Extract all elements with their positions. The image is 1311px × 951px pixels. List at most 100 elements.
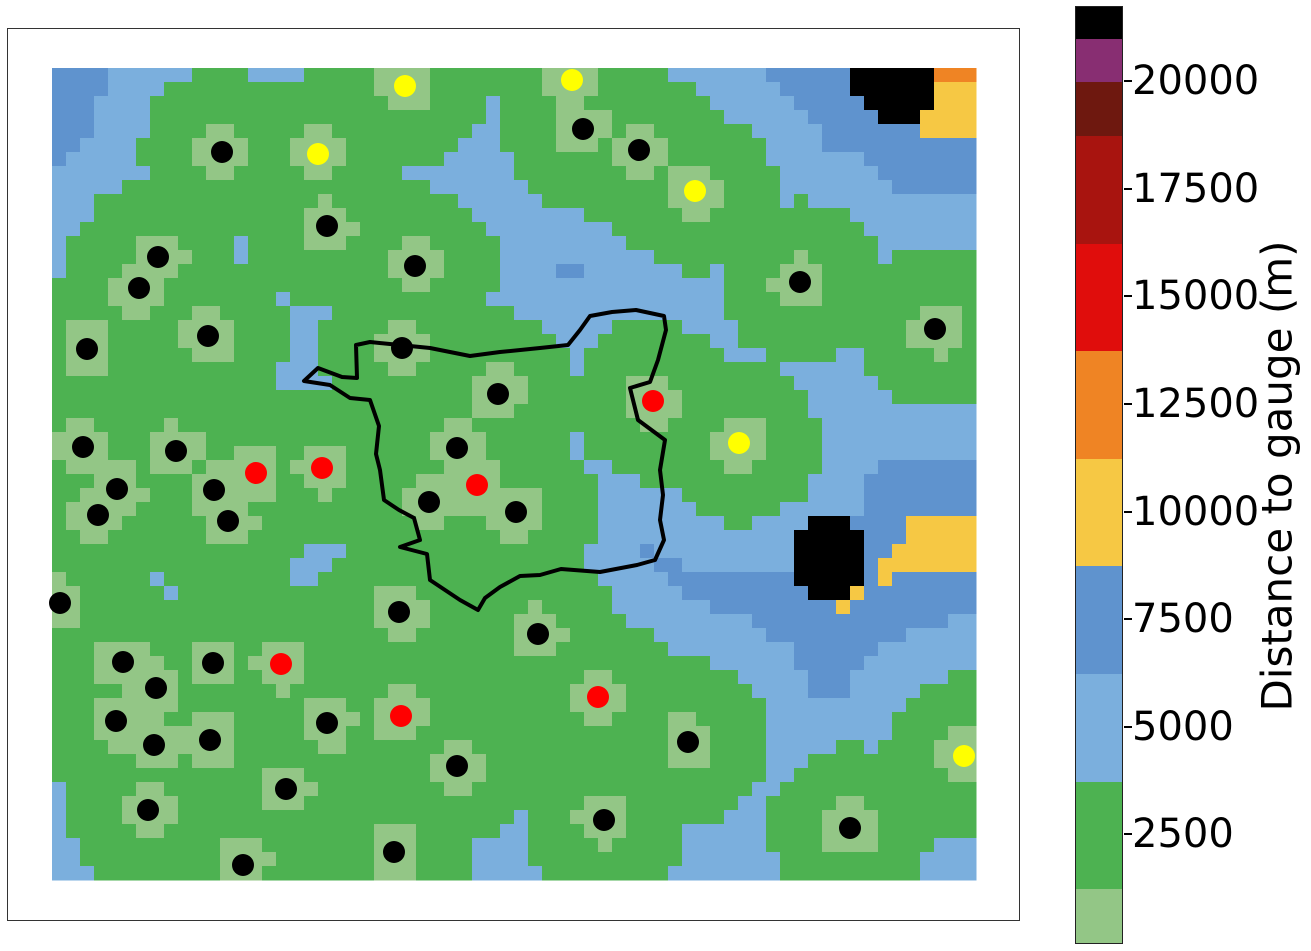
raster-cell (164, 600, 179, 615)
raster-cell (668, 152, 683, 167)
raster-cell (850, 320, 865, 335)
raster-cell (892, 768, 907, 783)
raster-cell (122, 222, 137, 237)
raster-cell (206, 236, 221, 251)
raster-cell (360, 362, 375, 377)
raster-cell (220, 334, 235, 349)
raster-cell (710, 838, 725, 853)
raster-cell (626, 838, 641, 853)
raster-cell (528, 866, 543, 881)
raster-cell (220, 376, 235, 391)
raster-cell (360, 180, 375, 195)
raster-cell (164, 516, 179, 531)
raster-cell (374, 754, 389, 769)
raster-cell (164, 180, 179, 195)
raster-cell (682, 502, 697, 517)
raster-cell (934, 754, 949, 769)
raster-cell (668, 418, 683, 433)
raster-cell (654, 740, 669, 755)
raster-cell (528, 390, 543, 405)
raster-cell (710, 516, 725, 531)
raster-cell (766, 586, 781, 601)
raster-cell (122, 250, 137, 265)
raster-cell (220, 572, 235, 587)
raster-cell (66, 698, 81, 713)
raster-cell (934, 558, 949, 573)
raster-cell (136, 222, 151, 237)
raster-cell (948, 824, 963, 839)
raster-cell (682, 222, 697, 237)
raster-cell (206, 544, 221, 559)
raster-cell (444, 852, 459, 867)
raster-cell (80, 138, 95, 153)
gauge-marker-black (217, 510, 239, 532)
raster-cell (52, 712, 67, 727)
raster-cell (136, 166, 151, 181)
raster-cell (290, 68, 305, 83)
raster-cell (612, 642, 627, 657)
raster-cell (192, 866, 207, 881)
raster-cell (724, 362, 739, 377)
raster-cell (290, 348, 305, 363)
raster-cell (654, 222, 669, 237)
raster-cell (570, 418, 585, 433)
raster-cell (780, 320, 795, 335)
raster-cell (920, 740, 935, 755)
raster-cell (612, 488, 627, 503)
raster-cell (136, 194, 151, 209)
raster-cell (318, 82, 333, 97)
raster-cell (780, 362, 795, 377)
raster-cell (780, 166, 795, 181)
raster-cell (780, 600, 795, 615)
raster-cell (178, 68, 193, 83)
raster-cell (94, 180, 109, 195)
raster-cell (822, 558, 837, 573)
raster-cell (724, 516, 739, 531)
raster-cell (262, 250, 277, 265)
raster-cell (122, 614, 137, 629)
raster-cell (766, 642, 781, 657)
raster-cell (486, 740, 501, 755)
raster-cell (920, 362, 935, 377)
raster-cell (108, 376, 123, 391)
raster-cell (878, 278, 893, 293)
raster-cell (346, 768, 361, 783)
raster-cell (640, 796, 655, 811)
raster-cell (444, 866, 459, 881)
raster-cell (864, 488, 879, 503)
raster-cell (584, 446, 599, 461)
raster-cell (850, 586, 865, 601)
raster-cell (934, 852, 949, 867)
raster-cell (332, 810, 347, 825)
raster-cell (290, 740, 305, 755)
colorbar-bin (1076, 7, 1122, 40)
raster-cell (262, 208, 277, 223)
raster-cell (612, 530, 627, 545)
raster-cell (738, 152, 753, 167)
raster-cell (248, 572, 263, 587)
raster-cell (962, 110, 977, 125)
raster-cell (80, 488, 95, 503)
raster-cell (892, 250, 907, 265)
raster-cell (164, 418, 179, 433)
raster-cell (346, 432, 361, 447)
raster-cell (528, 432, 543, 447)
raster-cell (374, 404, 389, 419)
raster-cell (430, 124, 445, 139)
raster-cell (850, 838, 865, 853)
raster-cell (444, 488, 459, 503)
raster-cell (108, 362, 123, 377)
raster-cell (696, 362, 711, 377)
raster-cell (528, 292, 543, 307)
raster-cell (402, 726, 417, 741)
raster-cell (570, 824, 585, 839)
raster-cell (668, 460, 683, 475)
raster-cell (486, 558, 501, 573)
raster-cell (584, 782, 599, 797)
raster-cell (66, 278, 81, 293)
raster-cell (332, 824, 347, 839)
raster-cell (108, 236, 123, 251)
raster-cell (626, 852, 641, 867)
raster-cell (892, 306, 907, 321)
raster-cell (682, 68, 697, 83)
